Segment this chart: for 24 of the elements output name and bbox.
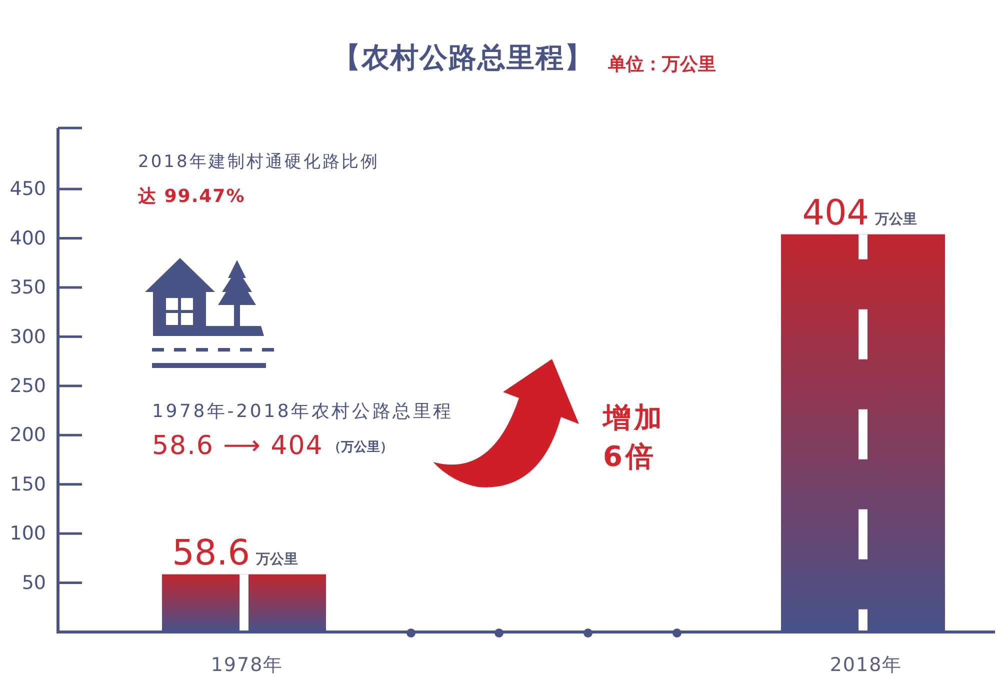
annotation: 6倍 [603,440,656,473]
chart-title: 【农村公路总里程】 [332,41,594,74]
annotation: 2018年建制村通硬化路比例 [138,152,380,172]
annotation: 增加 [601,401,665,434]
y-tick-label: 350 [10,276,46,299]
data-label: 404 [802,193,869,234]
annotation: 万公里 [874,211,917,228]
y-tick-label: 400 [10,227,46,250]
annotation: 1978年-2018年农村公路总里程 [152,401,454,422]
y-tick-label: 450 [10,178,46,200]
y-tick-label: 150 [10,473,46,496]
annotation: （万公里） [328,440,393,455]
y-tick-label: 250 [10,374,46,397]
chart-subtitle: 单位：万公里 [607,54,716,75]
y-tick-label: 200 [10,424,46,446]
y-tick-label: 100 [10,522,46,545]
annotation: 58.6 ⟶ 404 [152,431,324,461]
x-tick-label: 1978年 [210,654,284,676]
annotation: 万公里 [255,551,298,568]
y-tick-label: 50 [22,572,46,594]
data-label: 58.6 [172,533,250,574]
annotation: 达 99.47% [137,186,246,207]
y-tick-label: 300 [10,326,46,348]
x-tick-label: 2018年 [830,654,902,676]
